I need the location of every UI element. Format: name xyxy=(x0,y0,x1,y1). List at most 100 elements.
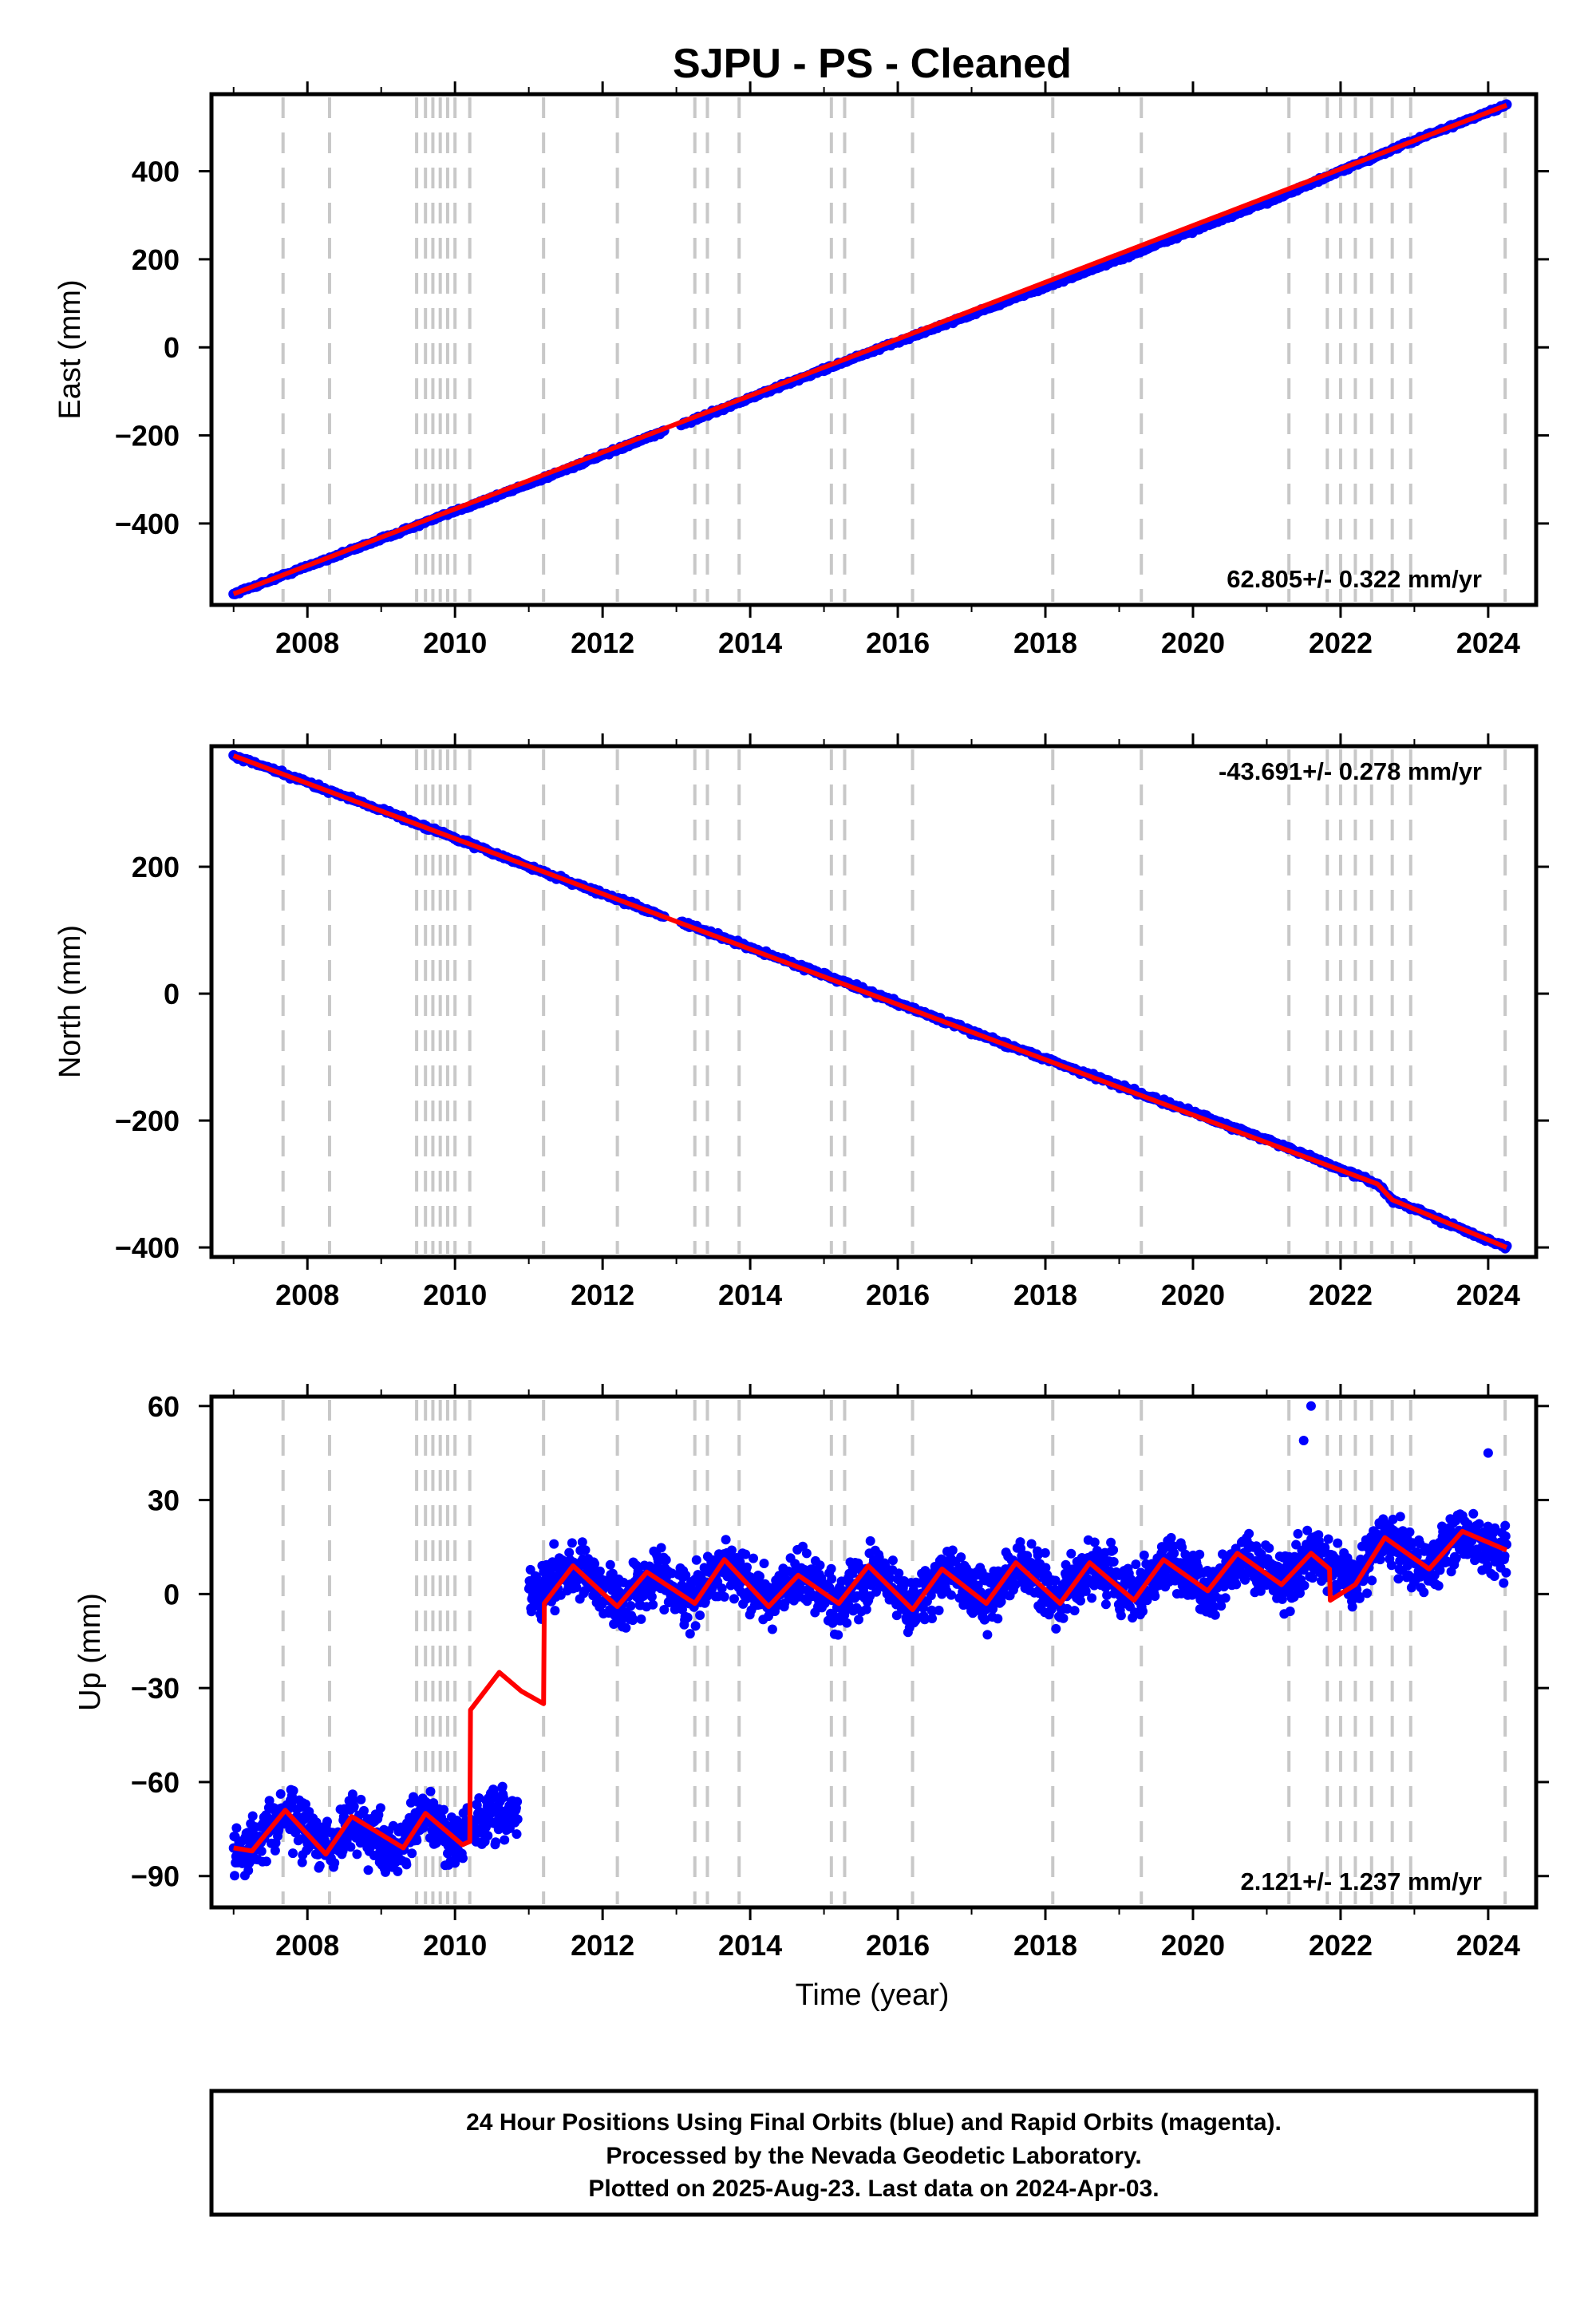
x-tick-label: 2022 xyxy=(1309,626,1373,659)
data-point xyxy=(661,1555,671,1565)
data-point xyxy=(1231,1579,1242,1590)
data-point xyxy=(1499,1551,1510,1561)
data-point xyxy=(407,1848,417,1859)
data-point xyxy=(1195,1549,1205,1559)
data-point xyxy=(1040,1547,1050,1558)
data-point xyxy=(621,1622,631,1633)
data-point xyxy=(691,1555,701,1565)
y-tick-label: −200 xyxy=(115,1105,180,1137)
data-point xyxy=(833,1630,843,1640)
x-tick-label: 2008 xyxy=(275,626,339,659)
data-point xyxy=(497,1781,508,1792)
x-tick-label: 2008 xyxy=(275,1929,339,1962)
data-point xyxy=(1302,1525,1313,1535)
data-point xyxy=(605,1559,615,1570)
model-line-up xyxy=(233,1528,1508,1857)
y-tick-label: 0 xyxy=(164,978,180,1010)
data-point xyxy=(439,1804,449,1815)
x-tick-label: 2020 xyxy=(1161,1929,1225,1962)
data-point xyxy=(1166,1532,1176,1543)
y-axis-label-north: North (mm) xyxy=(53,925,87,1078)
data-point xyxy=(301,1799,310,1809)
data-point xyxy=(1089,1537,1100,1547)
data-point xyxy=(1404,1527,1415,1537)
x-tick-label: 2022 xyxy=(1309,1929,1373,1962)
data-point xyxy=(871,1587,881,1597)
outlier-point-2 xyxy=(1483,1448,1493,1458)
data-point xyxy=(571,1583,582,1593)
data-point xyxy=(1240,1575,1250,1585)
y-tick-label: −30 xyxy=(131,1672,180,1705)
y-tick-label: −200 xyxy=(115,420,180,453)
data-point xyxy=(1293,1528,1303,1539)
y-tick-label: −400 xyxy=(115,508,180,540)
data-point xyxy=(349,1801,359,1812)
data-point xyxy=(626,1601,636,1611)
x-tick-label: 2024 xyxy=(1456,626,1520,659)
data-point xyxy=(1480,1530,1491,1540)
data-point xyxy=(1483,1561,1493,1571)
data-point xyxy=(1168,1541,1179,1551)
data-point xyxy=(636,1614,646,1624)
model-line-north xyxy=(232,753,1508,1250)
data-point xyxy=(498,1792,508,1803)
x-tick-label: 2018 xyxy=(1013,1279,1077,1311)
data-point xyxy=(1142,1595,1152,1606)
data-point xyxy=(580,1545,591,1555)
x-tick-label: 2010 xyxy=(423,626,487,659)
data-point xyxy=(1108,1545,1119,1555)
data-point xyxy=(550,1606,560,1616)
x-tick-label: 2018 xyxy=(1013,626,1077,659)
data-point xyxy=(1102,1590,1112,1600)
data-point xyxy=(458,1853,468,1864)
data-point xyxy=(1362,1588,1373,1599)
data-point xyxy=(1116,1611,1126,1621)
data-point xyxy=(243,1865,254,1875)
y-tick-label: 30 xyxy=(148,1484,180,1517)
data-point xyxy=(488,1787,499,1797)
data-point xyxy=(1026,1539,1037,1549)
x-tick-label: 2016 xyxy=(866,626,930,659)
y-tick-label: 0 xyxy=(164,331,180,364)
data-point xyxy=(564,1547,575,1558)
x-tick-label: 2010 xyxy=(423,1929,487,1962)
data-point xyxy=(264,1796,275,1806)
data-point xyxy=(717,1583,727,1594)
data-point xyxy=(755,1571,764,1582)
y-tick-label: 60 xyxy=(148,1390,180,1423)
data-point xyxy=(1216,1601,1227,1611)
data-point xyxy=(577,1537,587,1547)
x-tick-label: 2022 xyxy=(1309,1279,1373,1311)
data-point xyxy=(1255,1586,1266,1596)
data-point xyxy=(1244,1528,1254,1539)
data-point xyxy=(1231,1543,1241,1554)
data-point xyxy=(607,1568,618,1579)
data-point xyxy=(796,1584,807,1595)
data-point xyxy=(685,1629,695,1639)
data-point xyxy=(982,1630,993,1640)
data-point xyxy=(852,1591,863,1601)
data-point xyxy=(1307,1573,1317,1583)
data-point xyxy=(729,1594,739,1604)
x-tick-label: 2016 xyxy=(866,1929,930,1962)
data-point xyxy=(993,1614,1003,1624)
data-point xyxy=(646,1591,657,1602)
data-point xyxy=(926,1591,936,1601)
data-point xyxy=(375,1803,385,1813)
data-point xyxy=(256,1846,267,1856)
panel-north: 2008 2010 2012 2014 2016 2018 2020 2022 2024 −400… xyxy=(53,733,1549,1311)
data-point xyxy=(842,1618,852,1628)
data-point xyxy=(595,1566,605,1576)
x-tick-label: 2020 xyxy=(1161,1279,1225,1311)
data-point xyxy=(230,1871,239,1881)
data-point xyxy=(609,1619,619,1629)
rate-label-up: 2.121+/- 1.237 mm/yr xyxy=(1241,1867,1482,1895)
data-point xyxy=(1131,1559,1141,1570)
data-point xyxy=(512,1814,523,1824)
data-point xyxy=(648,1599,658,1610)
data-point xyxy=(288,1785,298,1796)
data-point xyxy=(491,1837,501,1848)
data-point xyxy=(659,1605,670,1615)
